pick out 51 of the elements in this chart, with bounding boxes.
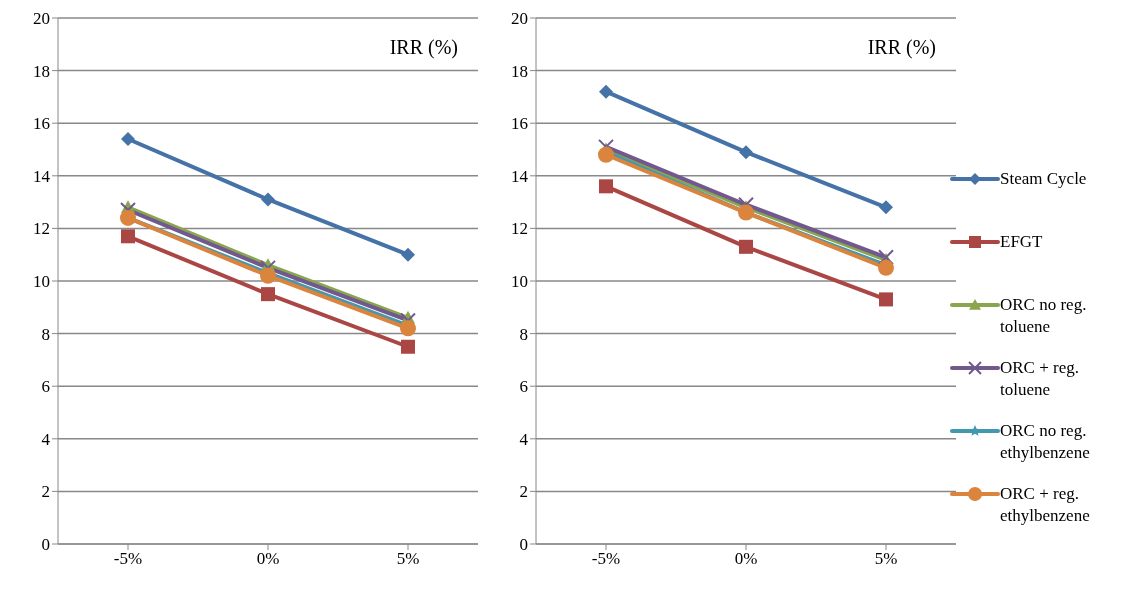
x-tick-label: 0% (734, 549, 758, 569)
point (121, 131, 135, 146)
annotation: IRR (%) (866, 36, 936, 59)
x-tick-label: 0% (256, 549, 280, 569)
y-tick-label: 0 (41, 535, 50, 555)
legend-label: ORC + reg. toluene (1000, 357, 1080, 401)
y-tick-label: 14 (511, 166, 529, 186)
y-tick-label: 4 (519, 429, 529, 449)
legend-label: ORC + reg. ethylbenzene (1000, 483, 1091, 527)
x-tick-label: 5% (874, 549, 898, 569)
point (879, 292, 893, 307)
point (401, 247, 415, 262)
y-tick-label: 10 (33, 272, 50, 292)
x-tick-label: 5% (396, 549, 420, 569)
y-tick-label: 12 (33, 219, 50, 239)
point (599, 179, 613, 194)
x-tick-label: -5% (591, 549, 621, 569)
y-tick-label: 8 (519, 324, 528, 344)
y-tick-label: 0 (519, 535, 528, 555)
point (261, 287, 275, 302)
y-tick-label: 18 (511, 61, 528, 81)
point (878, 259, 894, 276)
y-tick-label: 12 (511, 219, 528, 239)
y-tick-label: 2 (41, 482, 50, 502)
y-tick-label: 18 (33, 61, 50, 81)
point (739, 145, 753, 160)
point (121, 229, 135, 244)
y-tick-label: 20 (511, 9, 528, 29)
legend-label: EFGT (1000, 231, 1043, 253)
y-tick-label: 2 (519, 482, 528, 502)
point (260, 267, 276, 284)
point (400, 320, 416, 337)
y-tick-label: 14 (33, 166, 51, 186)
point (599, 84, 613, 99)
point (879, 200, 893, 215)
y-tick-label: 16 (33, 114, 50, 134)
point (401, 339, 415, 354)
point (261, 192, 275, 207)
x-tick-label: -5% (113, 549, 143, 569)
legend-label: Steam Cycle (1000, 168, 1087, 190)
annotation: IRR (%) (388, 36, 458, 59)
y-tick-label: 4 (41, 429, 51, 449)
y-tick-label: 10 (511, 272, 528, 292)
y-tick-label: 8 (41, 324, 50, 344)
y-tick-label: 16 (511, 114, 528, 134)
y-tick-label: 20 (33, 9, 50, 29)
y-tick-label: 6 (519, 377, 528, 397)
point (739, 239, 753, 254)
legend-label: ORC no reg. toluene (1000, 294, 1088, 338)
legend-label: ORC no reg. ethylbenzene (1000, 420, 1091, 464)
y-tick-label: 6 (41, 377, 50, 397)
